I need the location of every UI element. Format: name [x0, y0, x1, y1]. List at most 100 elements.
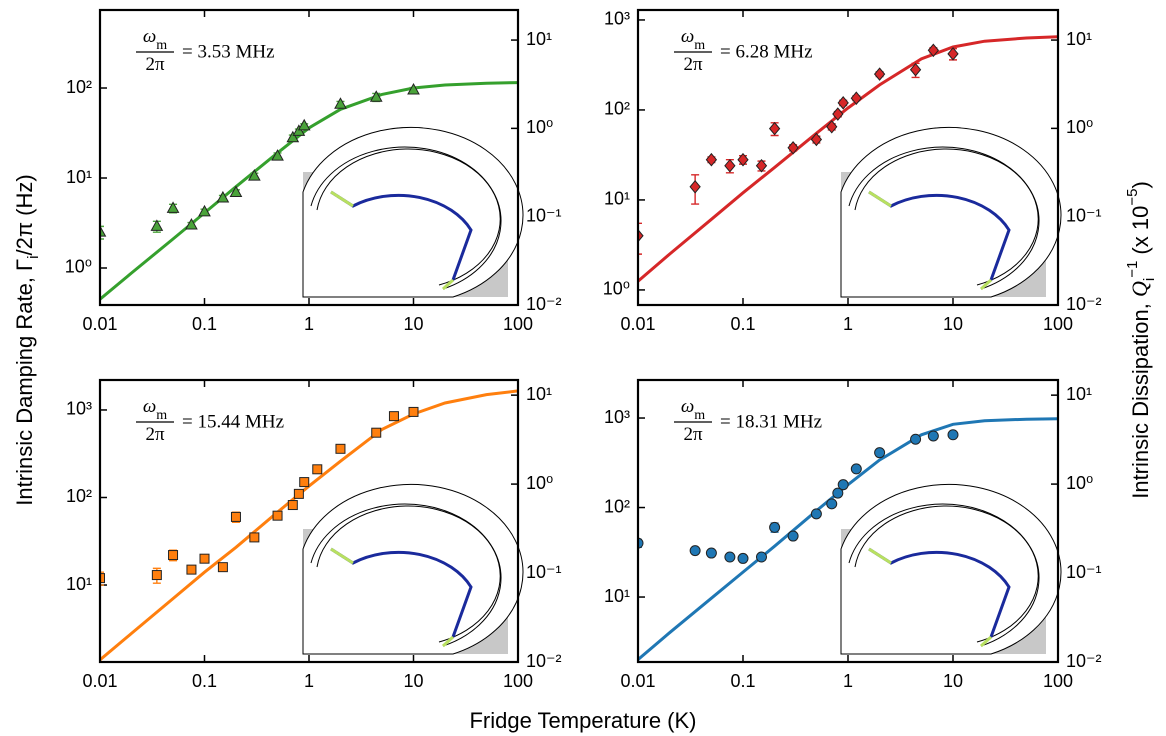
error-bar: [100, 225, 104, 240]
x-tick-label: 0.01: [82, 671, 117, 691]
x-tick-label: 0.1: [192, 671, 217, 691]
marker: [810, 132, 823, 147]
marker: [832, 487, 844, 499]
inset-anchor: [330, 547, 354, 565]
y2-tick-label: 10¹: [1066, 29, 1092, 49]
annotation-text: = 6.28 MHz: [720, 41, 813, 62]
plot-frame: [636, 378, 1060, 664]
marker: [100, 225, 107, 237]
x-tick-label: 100: [503, 314, 533, 334]
marker: [705, 152, 718, 167]
marker: [150, 219, 164, 231]
inset-beam: [868, 547, 1011, 638]
marker: [947, 47, 959, 61]
annotation-symbol: ω: [681, 396, 694, 417]
inset-anchor: [330, 190, 354, 208]
marker: [297, 118, 311, 131]
annotation-text: = 18.31 MHz: [720, 411, 822, 432]
data-points: [100, 82, 420, 240]
axis-label-part: Q: [1127, 281, 1152, 297]
marker: [287, 500, 298, 511]
y-tick-label: 10²: [604, 496, 630, 516]
annotation-text: = 3.53 MHz: [182, 41, 275, 62]
marker: [768, 121, 781, 136]
annotation-numerator: ωm: [143, 26, 167, 52]
y2-tick-label: 10⁰: [1066, 117, 1093, 137]
x-tick-label: 0.01: [620, 671, 655, 691]
marker: [334, 97, 347, 109]
annotation-subscript: m: [694, 38, 705, 53]
marker: [638, 537, 644, 549]
marker: [826, 498, 838, 510]
x-tick-label: 10: [943, 314, 963, 334]
annotation-symbol: ω: [143, 396, 156, 417]
inset-cutout: [302, 126, 524, 298]
y2-tick-label: 10⁻²: [526, 294, 562, 314]
x-tick-label: 100: [1043, 671, 1073, 691]
plot-frame: [98, 378, 520, 664]
y-tick-label: 10²: [66, 486, 92, 506]
marker: [293, 488, 304, 499]
annotation-symbol: ω: [681, 26, 694, 47]
y-axis-label: Intrinsic Damping Rate, Γi/2π (Hz): [12, 174, 43, 505]
inset-anchor: [441, 635, 455, 648]
marker: [312, 464, 323, 475]
annotation-denominator-text: 2π: [145, 424, 165, 445]
inset-anchor: [441, 278, 455, 291]
annotation-subscript: m: [156, 408, 167, 423]
error-bar: [638, 222, 642, 255]
x-tick-label: 0.01: [620, 314, 655, 334]
marker: [724, 158, 736, 173]
marker: [810, 508, 822, 520]
marker: [737, 552, 749, 564]
marker: [248, 169, 261, 181]
inset-cutout: [840, 483, 1062, 655]
marker: [689, 545, 701, 557]
marker: [826, 119, 838, 134]
fit-line: [638, 35, 1058, 283]
y2-tick-label: 10¹: [1066, 384, 1092, 404]
marker: [229, 185, 243, 198]
y-tick-label: 10¹: [66, 167, 92, 187]
marker: [947, 429, 959, 441]
y-tick-label: 10¹: [66, 574, 92, 594]
data-points: [638, 429, 959, 564]
axis-label-part: /2π (Hz): [12, 174, 37, 255]
marker: [271, 149, 284, 161]
annotation-denominator: 2π: [683, 424, 703, 445]
plot-frame: [98, 8, 520, 307]
annotation-numerator: ωm: [681, 26, 705, 52]
inset-beam: [868, 190, 1011, 281]
data-points: [100, 406, 419, 586]
y2-axis-label: Intrinsic Dissipation, Qi−1 (x 10−5): [1124, 181, 1158, 499]
y2-tick-label: 10⁻²: [526, 651, 562, 671]
marker: [286, 130, 300, 143]
inset-anchor: [868, 190, 892, 208]
marker: [724, 551, 736, 563]
y-tick-label: 10¹: [604, 586, 630, 606]
marker: [299, 477, 310, 488]
marker: [837, 479, 849, 491]
y-tick-label: 10¹: [604, 189, 630, 209]
marker: [371, 427, 382, 438]
marker: [755, 158, 768, 173]
marker: [638, 228, 644, 243]
inset-anchor: [868, 547, 892, 565]
axis-label-part: −1: [1124, 261, 1141, 278]
x-tick-label: 1: [843, 314, 853, 334]
axis-label-part: i: [25, 255, 42, 258]
inset-beam: [330, 547, 473, 638]
annotation-denominator-text: 2π: [683, 424, 703, 445]
marker: [388, 411, 399, 422]
marker: [272, 510, 283, 521]
annotation-denominator: 2π: [145, 54, 165, 75]
y2-tick-label: 10⁻²: [1066, 651, 1102, 671]
annotation-subscript: m: [156, 38, 167, 53]
annotation-denominator: 2π: [683, 54, 703, 75]
inset-edge: [854, 148, 1039, 286]
annotation-denominator-text: 2π: [145, 54, 165, 75]
y-tick-label: 10⁰: [65, 257, 92, 277]
marker: [185, 218, 198, 230]
annotation-subscript: m: [694, 408, 705, 423]
marker: [186, 564, 197, 575]
